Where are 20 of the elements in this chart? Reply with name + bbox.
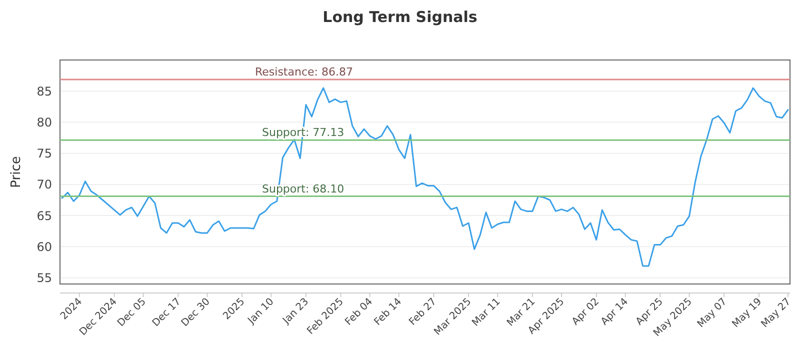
x-tick-label: Apr 14 xyxy=(599,296,630,328)
x-tick-label: Jan 23 xyxy=(280,296,312,327)
x-tick-label: Apr 02 xyxy=(570,296,602,328)
chart-title: Long Term Signals xyxy=(322,8,478,26)
x-tick-label: Dec 30 xyxy=(180,296,212,330)
line-series xyxy=(61,87,789,267)
ref-line-label: Resistance: 86.87 xyxy=(255,65,353,78)
x-tick-label: Jan 10 xyxy=(246,296,276,327)
y-tick-label: 55 xyxy=(36,270,52,285)
y-axis-title: Price xyxy=(9,156,24,188)
x-tick-label: Mar 11 xyxy=(470,296,503,329)
y-tick-label: 85 xyxy=(36,84,52,98)
y-tick-label: 75 xyxy=(36,146,52,161)
y-tick-label: 65 xyxy=(36,208,52,223)
x-tick-label: Dec 05 xyxy=(116,296,148,330)
x-tick-label: Feb 14 xyxy=(372,296,404,328)
y-tick-label: 80 xyxy=(36,115,52,130)
y-tick-label: 70 xyxy=(36,178,52,192)
y-tick-label: 60 xyxy=(36,240,52,254)
x-tick-label: Feb 04 xyxy=(343,296,375,328)
